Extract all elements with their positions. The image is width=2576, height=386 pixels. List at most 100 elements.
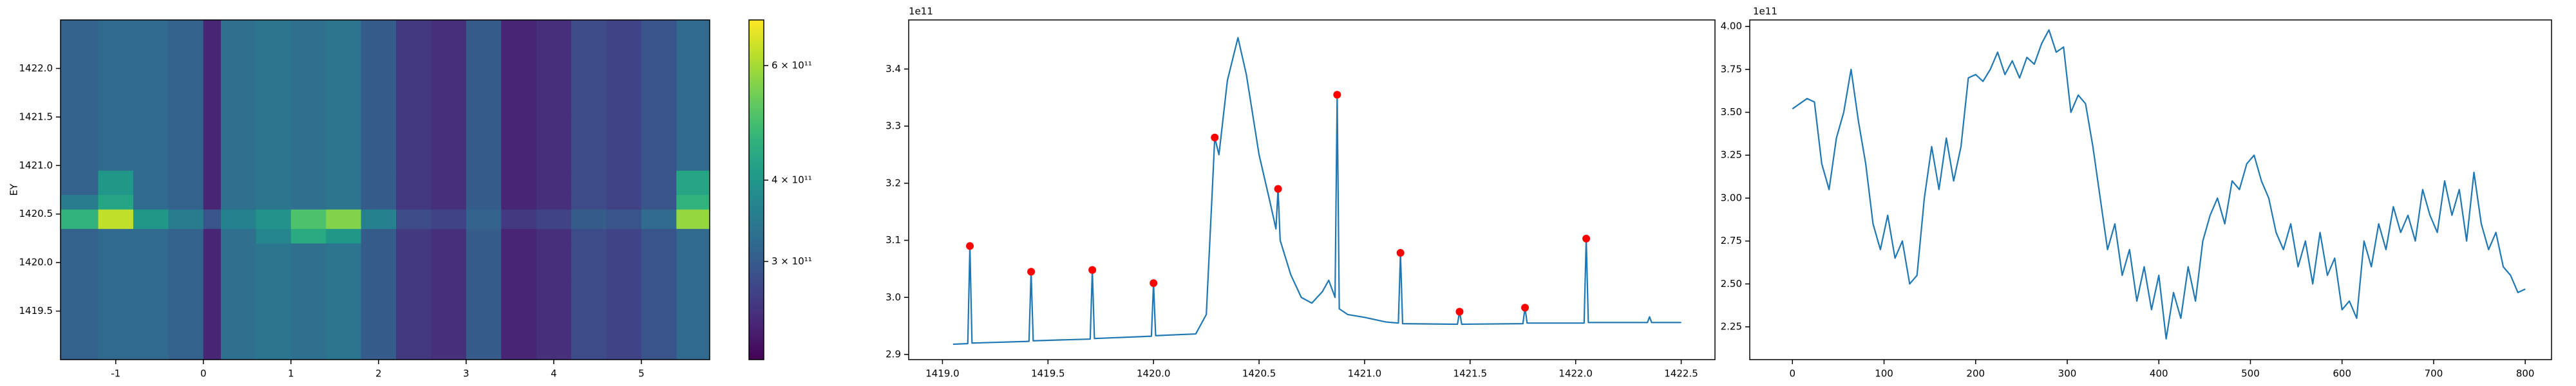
peak-marker <box>1521 304 1530 312</box>
x-tick-label: 2 <box>375 368 382 380</box>
heatmap-cell <box>133 243 169 282</box>
axes-frame <box>1749 19 2552 360</box>
heatmap-cell <box>290 243 327 282</box>
heatmap-cell <box>431 282 467 360</box>
heatmap-cell <box>61 228 99 244</box>
peak-marker <box>1211 133 1219 142</box>
colorbar-tick-label: 6 × 10¹¹ <box>772 59 812 71</box>
heatmap-cell <box>133 116 169 171</box>
heatmap-cell <box>220 20 256 118</box>
heatmap-cell <box>676 170 710 196</box>
x-tick-label: 1420.5 <box>1242 368 1276 380</box>
heatmap-cell <box>256 170 292 196</box>
heatmap-cell <box>326 194 362 210</box>
heatmap-cell <box>536 282 572 360</box>
y-tick-label: 1421.5 <box>19 111 53 122</box>
heatmap-cell <box>606 243 642 282</box>
heatmap-cell <box>676 282 710 360</box>
heatmap-cell <box>256 209 292 229</box>
heatmap-cell <box>536 116 572 171</box>
heatmap-cell <box>676 194 710 210</box>
heatmap-cell <box>606 282 642 360</box>
x-tick-label: 1 <box>288 368 294 380</box>
heatmap-cell <box>98 228 134 244</box>
heatmap-cell <box>676 209 710 229</box>
x-tick-label: 500 <box>2241 368 2260 380</box>
heatmap-cell <box>290 228 327 244</box>
heatmap-cell <box>361 228 397 244</box>
heatmap-cell <box>256 243 292 282</box>
heatmap-cell <box>61 116 99 171</box>
axes-frame <box>60 19 710 360</box>
heatmap-cell <box>536 243 572 282</box>
heatmap-cell <box>326 20 362 118</box>
heatmap-cell <box>98 170 134 196</box>
heatmap-cell <box>501 194 537 210</box>
heatmap-cell <box>98 194 134 210</box>
y-tick-label: 1420.0 <box>19 257 53 268</box>
heatmap-cell <box>203 282 222 360</box>
heatmap-cell <box>676 20 710 118</box>
data-line <box>952 37 1681 345</box>
heatmap-cell <box>396 228 431 244</box>
heatmap-cell <box>361 209 397 229</box>
x-tick-label: 5 <box>638 368 645 380</box>
heatmap-cell <box>168 209 204 229</box>
y-tick-label: 3.1 <box>886 234 901 246</box>
y-tick-label: 3.75 <box>1721 63 1742 75</box>
heatmap-cell <box>203 170 222 196</box>
heatmap-cell <box>361 282 397 360</box>
heatmap-cell <box>61 170 99 196</box>
heatmap-cell <box>641 228 677 244</box>
heatmap-cell <box>571 209 607 229</box>
heatmap-cell <box>606 116 642 171</box>
y-tick-label: 2.9 <box>886 349 901 360</box>
heatmap-cell <box>361 20 397 118</box>
heatmap-cell <box>396 170 431 196</box>
x-tick-label: 800 <box>2516 368 2535 380</box>
y-tick-label: 2.75 <box>1721 235 1742 246</box>
heatmap-cell <box>466 282 502 360</box>
heatmap-cell <box>606 170 642 196</box>
peak-marker <box>1455 308 1464 316</box>
heatmap-cell <box>676 116 710 171</box>
colorbar-tick-label: 4 × 10¹¹ <box>772 174 812 186</box>
heatmap-cell <box>220 228 256 244</box>
axes-frame <box>908 19 1716 360</box>
y-tick-label: 2.25 <box>1721 321 1742 333</box>
heatmap-cell <box>203 20 222 118</box>
heatmap-cell <box>203 209 222 229</box>
heatmap-cell <box>571 20 607 118</box>
heatmap-cell <box>431 243 467 282</box>
heatmap-cell <box>98 243 134 282</box>
heatmap-cell <box>133 194 169 210</box>
y-tick-label: 1420.5 <box>19 208 53 219</box>
heatmap-cell <box>641 20 677 118</box>
heatmap-cell <box>466 209 502 229</box>
heatmap-cell <box>168 243 204 282</box>
heatmap-cell <box>536 194 572 210</box>
heatmap-cell <box>61 20 99 118</box>
heatmap-cell <box>256 20 292 118</box>
heatmap-cell <box>203 228 222 244</box>
heatmap-cell <box>501 228 537 244</box>
heatmap <box>61 20 710 360</box>
heatmap-cell <box>466 170 502 196</box>
heatmap-cell <box>571 170 607 196</box>
heatmap-cell <box>203 116 222 171</box>
heatmap-cell <box>326 116 362 171</box>
heatmap-cell <box>676 243 710 282</box>
heatmap-cell <box>571 282 607 360</box>
heatmap-cell <box>606 209 642 229</box>
heatmap-cell <box>571 194 607 210</box>
heatmap-cell <box>256 116 292 171</box>
x-tick-label: 1422.0 <box>1558 368 1593 380</box>
heatmap-cell <box>606 194 642 210</box>
heatmap-cell <box>168 194 204 210</box>
heatmap-cell <box>431 20 467 118</box>
heatmap-cell <box>61 209 99 229</box>
heatmap-cell <box>290 282 327 360</box>
peak-marker <box>1274 185 1282 193</box>
